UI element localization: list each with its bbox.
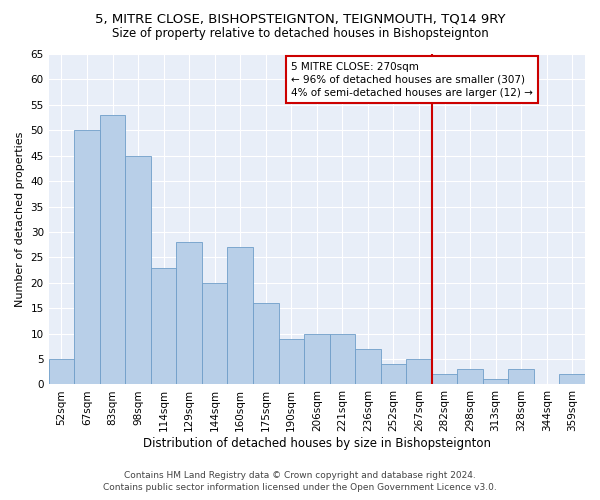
Bar	[176, 242, 202, 384]
X-axis label: Distribution of detached houses by size in Bishopsteignton: Distribution of detached houses by size …	[143, 437, 491, 450]
Bar	[74, 130, 100, 384]
Y-axis label: Number of detached properties: Number of detached properties	[15, 132, 25, 307]
Bar	[100, 115, 125, 384]
Bar	[227, 247, 253, 384]
Bar	[432, 374, 457, 384]
Bar	[559, 374, 585, 384]
Text: Size of property relative to detached houses in Bishopsteignton: Size of property relative to detached ho…	[112, 28, 488, 40]
Bar	[457, 369, 483, 384]
Bar	[355, 349, 380, 384]
Text: Contains HM Land Registry data © Crown copyright and database right 2024.
Contai: Contains HM Land Registry data © Crown c…	[103, 471, 497, 492]
Bar	[406, 359, 432, 384]
Bar	[49, 359, 74, 384]
Bar	[125, 156, 151, 384]
Bar	[202, 283, 227, 384]
Bar	[151, 268, 176, 384]
Bar	[329, 334, 355, 384]
Bar	[483, 380, 508, 384]
Text: 5, MITRE CLOSE, BISHOPSTEIGNTON, TEIGNMOUTH, TQ14 9RY: 5, MITRE CLOSE, BISHOPSTEIGNTON, TEIGNMO…	[95, 12, 505, 26]
Bar	[253, 303, 278, 384]
Text: 5 MITRE CLOSE: 270sqm
← 96% of detached houses are smaller (307)
4% of semi-deta: 5 MITRE CLOSE: 270sqm ← 96% of detached …	[291, 62, 533, 98]
Bar	[278, 338, 304, 384]
Bar	[508, 369, 534, 384]
Bar	[304, 334, 329, 384]
Bar	[380, 364, 406, 384]
